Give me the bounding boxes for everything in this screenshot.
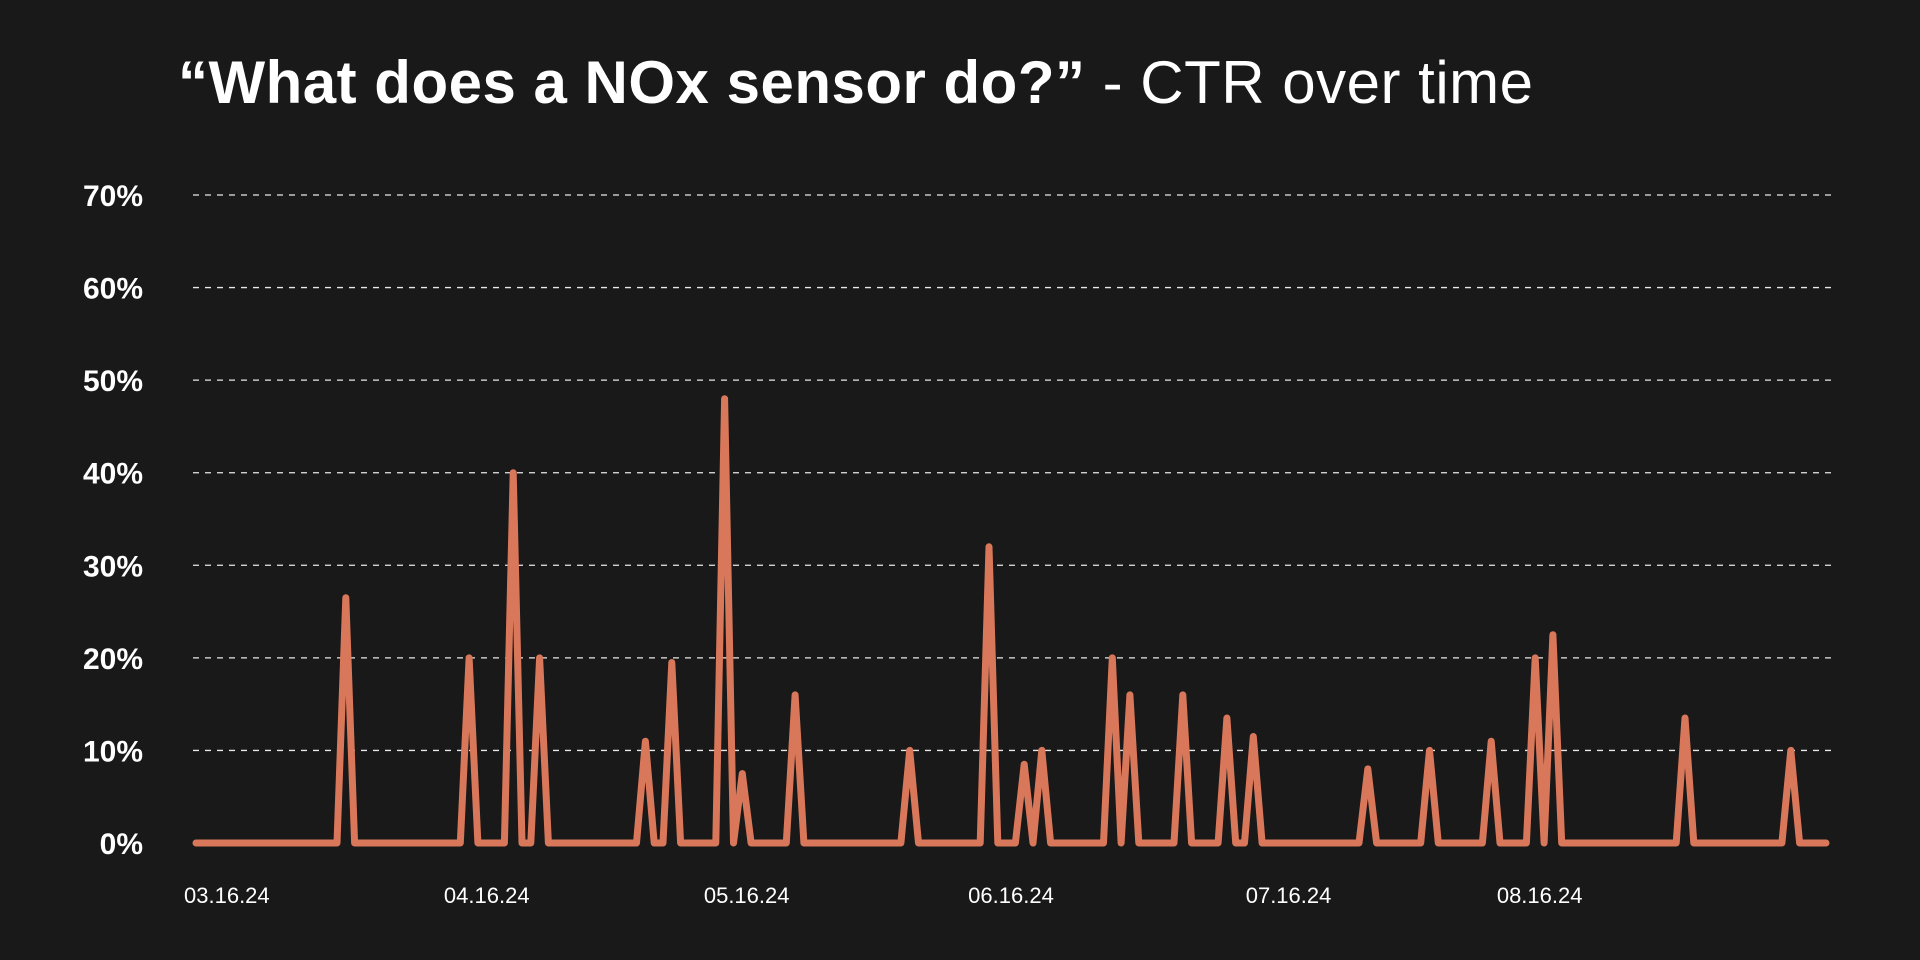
y-tick-label: 50% <box>83 365 143 398</box>
y-tick-label: 60% <box>83 273 143 306</box>
y-tick-label: 0% <box>100 828 143 861</box>
x-tick-label: 05.16.24 <box>704 883 790 908</box>
x-tick-label: 06.16.24 <box>968 883 1054 908</box>
y-tick-label: 40% <box>83 458 143 491</box>
x-tick-label: 07.16.24 <box>1246 883 1332 908</box>
x-tick-label: 08.16.24 <box>1497 883 1583 908</box>
y-tick-label: 30% <box>83 550 143 583</box>
y-tick-label: 10% <box>83 735 143 768</box>
chart-title-regular: - CTR over time <box>1085 49 1534 116</box>
chart-title: “What does a NOx sensor do?” - CTR over … <box>178 48 1534 117</box>
y-tick-label: 20% <box>83 643 143 676</box>
y-tick-label: 70% <box>83 180 143 213</box>
chart-title-bold: “What does a NOx sensor do?” <box>178 49 1086 116</box>
ctr-series-line <box>192 395 1830 847</box>
x-tick-label: 03.16.24 <box>184 883 270 908</box>
x-tick-label: 04.16.24 <box>444 883 530 908</box>
